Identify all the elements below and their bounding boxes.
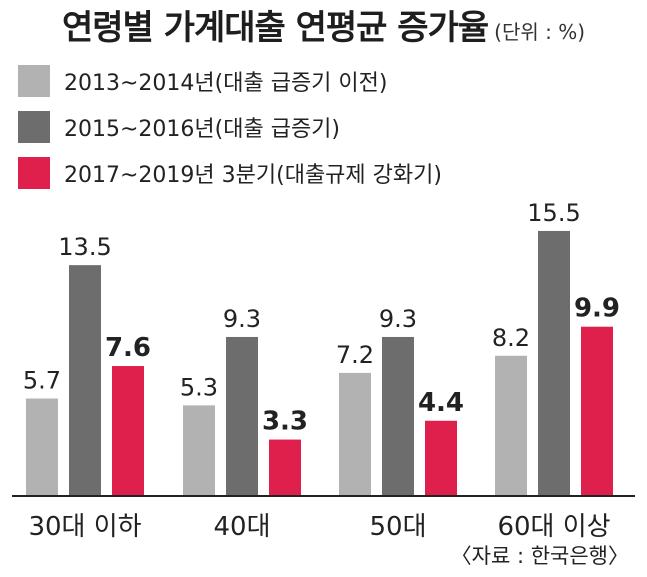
bar-1-2	[69, 265, 101, 496]
legend-item-1: 2013~2014년(대출 급증기 이전)	[18, 58, 442, 104]
bar-2-2	[226, 336, 258, 496]
legend: 2013~2014년(대출 급증기 이전) 2015~2016년(대출 급증기)…	[18, 58, 442, 196]
value-label-3-1: 7.2	[336, 341, 374, 369]
value-label-1-1: 5.7	[23, 367, 61, 395]
chart-title: 연령별 가계대출 연평균 증가율	[61, 8, 489, 48]
bar-4-3	[581, 326, 613, 496]
bar-4-1	[495, 355, 527, 496]
category-label-4: 60대 이상	[497, 512, 610, 542]
value-label-4-2: 15.5	[527, 199, 580, 227]
value-label-2-3: 3.3	[262, 407, 308, 437]
bar-2-3	[269, 439, 301, 496]
legend-swatch-1	[18, 65, 50, 97]
value-label-3-2: 9.3	[379, 305, 417, 333]
legend-swatch-3	[18, 157, 50, 189]
value-label-4-3: 9.9	[574, 294, 620, 324]
legend-item-3: 2017~2019년 3분기(대출규제 강화기)	[18, 150, 442, 196]
legend-item-2: 2015~2016년(대출 급증기)	[18, 104, 442, 150]
category-label-1: 30대 이하	[28, 512, 141, 542]
category-label-3: 50대	[369, 512, 426, 542]
legend-label-2: 2015~2016년(대출 급증기)	[64, 117, 341, 142]
value-label-4-1: 8.2	[492, 324, 530, 352]
value-label-2-1: 5.3	[180, 373, 218, 401]
bar-2-1	[183, 405, 215, 496]
bar-3-2	[382, 336, 414, 496]
bar-1-3	[112, 366, 144, 496]
legend-label-1: 2013~2014년(대출 급증기 이전)	[64, 71, 388, 96]
value-label-3-3: 4.4	[418, 388, 464, 418]
legend-swatch-2	[18, 111, 50, 143]
bar-4-2	[538, 230, 570, 496]
legend-label-3: 2017~2019년 3분기(대출규제 강화기)	[64, 163, 442, 188]
category-label-2: 40대	[213, 512, 270, 542]
bar-3-1	[339, 372, 371, 496]
value-label-2-2: 9.3	[223, 305, 261, 333]
title-row: 연령별 가계대출 연평균 증가율 (단위 : %)	[0, 0, 647, 48]
unit-label: (단위 : %)	[494, 20, 586, 44]
bar-1-1	[26, 398, 58, 496]
value-label-1-2: 13.5	[58, 233, 111, 261]
source-label: 〈자료 : 한국은행〉	[450, 544, 629, 568]
bar-3-3	[425, 420, 457, 496]
value-label-1-3: 7.6	[105, 333, 151, 363]
